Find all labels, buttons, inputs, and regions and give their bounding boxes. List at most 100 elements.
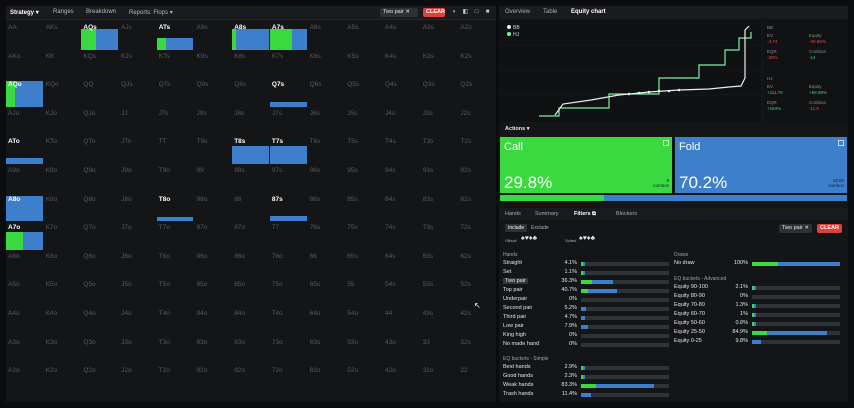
- hand-cell[interactable]: TT: [157, 136, 195, 165]
- strategy-menu[interactable]: Strategy ▾: [10, 9, 39, 16]
- hand-cell[interactable]: J2s: [458, 108, 496, 137]
- hand-cell[interactable]: 86o: [232, 251, 270, 280]
- hand-cell[interactable]: T4o: [157, 308, 195, 337]
- hand-cell[interactable]: Q9o: [81, 165, 119, 194]
- hand-cell[interactable]: J4o: [119, 308, 157, 337]
- heart-icon[interactable]: ♥: [524, 235, 529, 242]
- filter-row-label[interactable]: No draw: [674, 260, 695, 266]
- hand-cell[interactable]: 32o: [421, 365, 459, 394]
- hand-cell[interactable]: 66: [308, 251, 346, 280]
- hand-cell[interactable]: T3o: [157, 337, 195, 366]
- diamond-icon[interactable]: ♦: [586, 235, 591, 242]
- suit-filters-offsuit[interactable]: ♠♥♦♣: [521, 235, 537, 242]
- hand-cell[interactable]: T9o: [157, 165, 195, 194]
- filter-row-label[interactable]: Equity 0-25: [674, 338, 702, 344]
- hand-cell[interactable]: J5o: [119, 279, 157, 308]
- hand-cell[interactable]: 54o: [345, 308, 383, 337]
- hand-cell[interactable]: 87o: [232, 222, 270, 251]
- hand-cell[interactable]: 94o: [195, 308, 233, 337]
- filter-row-label[interactable]: Third pair: [503, 314, 527, 320]
- tab-hands[interactable]: Hands: [505, 211, 521, 217]
- hand-cell[interactable]: 77: [270, 222, 308, 251]
- hand-cell[interactable]: K3s: [421, 51, 459, 80]
- hand-cell[interactable]: 94s: [383, 165, 421, 194]
- actions-dropdown[interactable]: Actions ▾: [505, 126, 529, 132]
- hand-cell[interactable]: 95s: [345, 165, 383, 194]
- hand-cell[interactable]: Q6o: [81, 251, 119, 280]
- hand-cell[interactable]: J9o: [119, 165, 157, 194]
- hand-cell[interactable]: 87s: [269, 194, 308, 223]
- tab-overview[interactable]: Overview: [505, 9, 531, 15]
- hand-cell[interactable]: 97o: [195, 222, 233, 251]
- hand-cell[interactable]: Q3s: [421, 79, 459, 108]
- hand-cell[interactable]: J3o: [119, 337, 157, 366]
- hand-cell[interactable]: KQs: [81, 51, 119, 80]
- club-icon[interactable]: ♣: [532, 235, 538, 242]
- hand-cell[interactable]: Q5o: [81, 279, 119, 308]
- hand-cell[interactable]: Q5s: [345, 79, 383, 108]
- hand-cell[interactable]: T6s: [308, 136, 346, 165]
- expand-icon[interactable]: [663, 140, 669, 146]
- hand-cell[interactable]: A2o: [6, 365, 44, 394]
- diamond-icon[interactable]: ♦: [528, 235, 533, 242]
- hand-cell[interactable]: 98s: [232, 165, 270, 194]
- hand-cell[interactable]: 43o: [383, 337, 421, 366]
- hand-cell[interactable]: J2o: [119, 365, 157, 394]
- hand-cell[interactable]: Q9s: [195, 79, 233, 108]
- hand-cell[interactable]: J7o: [119, 222, 157, 251]
- hand-cell[interactable]: K6s: [308, 51, 346, 80]
- filter-row-label[interactable]: Second pair: [503, 305, 533, 311]
- clear-button[interactable]: CLEAR: [423, 8, 445, 17]
- hand-cell[interactable]: J5s: [345, 108, 383, 137]
- hand-cell[interactable]: 97s: [270, 165, 308, 194]
- hand-cell[interactable]: 32s: [458, 337, 496, 366]
- hand-cell[interactable]: 74o: [270, 308, 308, 337]
- hand-cell[interactable]: KK: [44, 51, 82, 80]
- hand-cell[interactable]: JJ: [119, 108, 157, 137]
- hand-cell[interactable]: 63s: [421, 251, 459, 280]
- filter-row-label[interactable]: Best hands: [503, 364, 531, 370]
- hand-cell[interactable]: ATo: [6, 136, 44, 165]
- hand-cell[interactable]: KTo: [44, 136, 82, 165]
- hand-cell[interactable]: 96o: [195, 251, 233, 280]
- hand-cell[interactable]: 72s: [458, 222, 496, 251]
- filter-row-label[interactable]: No made hand: [503, 341, 540, 347]
- hand-cell[interactable]: AQs: [81, 22, 119, 51]
- tab-filters[interactable]: Filters ⧉: [574, 211, 596, 218]
- filter-row-label[interactable]: Top pair: [503, 287, 523, 293]
- hand-cell[interactable]: A6o: [6, 251, 44, 280]
- filter-row-label[interactable]: Underpair: [503, 296, 528, 302]
- hand-cell[interactable]: K2o: [44, 365, 82, 394]
- hand-cell[interactable]: 93s: [421, 165, 459, 194]
- hand-cell[interactable]: T9s: [195, 136, 233, 165]
- hand-cell[interactable]: 83o: [232, 337, 270, 366]
- tab-summary[interactable]: Summary: [535, 211, 559, 217]
- hand-cell[interactable]: J6s: [308, 108, 346, 137]
- spade-icon[interactable]: ♠: [579, 235, 583, 242]
- contrast-icon[interactable]: ◐: [452, 9, 457, 15]
- filter-row-label[interactable]: Equity 70-80: [674, 302, 705, 308]
- hand-cell[interactable]: 84o: [232, 308, 270, 337]
- hand-cell[interactable]: QTs: [157, 79, 195, 108]
- hand-cell[interactable]: JTs: [157, 108, 195, 137]
- heart-icon[interactable]: ♥: [582, 235, 587, 242]
- hand-cell[interactable]: 73o: [270, 337, 308, 366]
- filter-row-label[interactable]: King high: [503, 332, 526, 338]
- hand-cell[interactable]: Q2o: [81, 365, 119, 394]
- hand-cell[interactable]: Q3o: [81, 337, 119, 366]
- hand-cell[interactable]: K8s: [232, 51, 270, 80]
- tab-table[interactable]: Table: [543, 9, 558, 15]
- hand-cell[interactable]: K7s: [270, 51, 308, 80]
- hand-cell[interactable]: 65o: [308, 279, 346, 308]
- reports-flops-menu[interactable]: Reports: Flops ▾: [129, 9, 173, 16]
- hand-cell[interactable]: A8o: [6, 194, 44, 223]
- hand-cell[interactable]: T7o: [157, 222, 195, 251]
- hand-cell[interactable]: 82o: [232, 365, 270, 394]
- hand-cell[interactable]: J4s: [383, 108, 421, 137]
- hand-cell[interactable]: 62s: [458, 251, 496, 280]
- hand-cell[interactable]: 54s: [383, 279, 421, 308]
- hand-cell[interactable]: 88: [232, 194, 270, 223]
- hand-cell[interactable]: J8o: [119, 194, 157, 223]
- hand-cell[interactable]: T5o: [157, 279, 195, 308]
- hand-cell[interactable]: 82s: [458, 194, 496, 223]
